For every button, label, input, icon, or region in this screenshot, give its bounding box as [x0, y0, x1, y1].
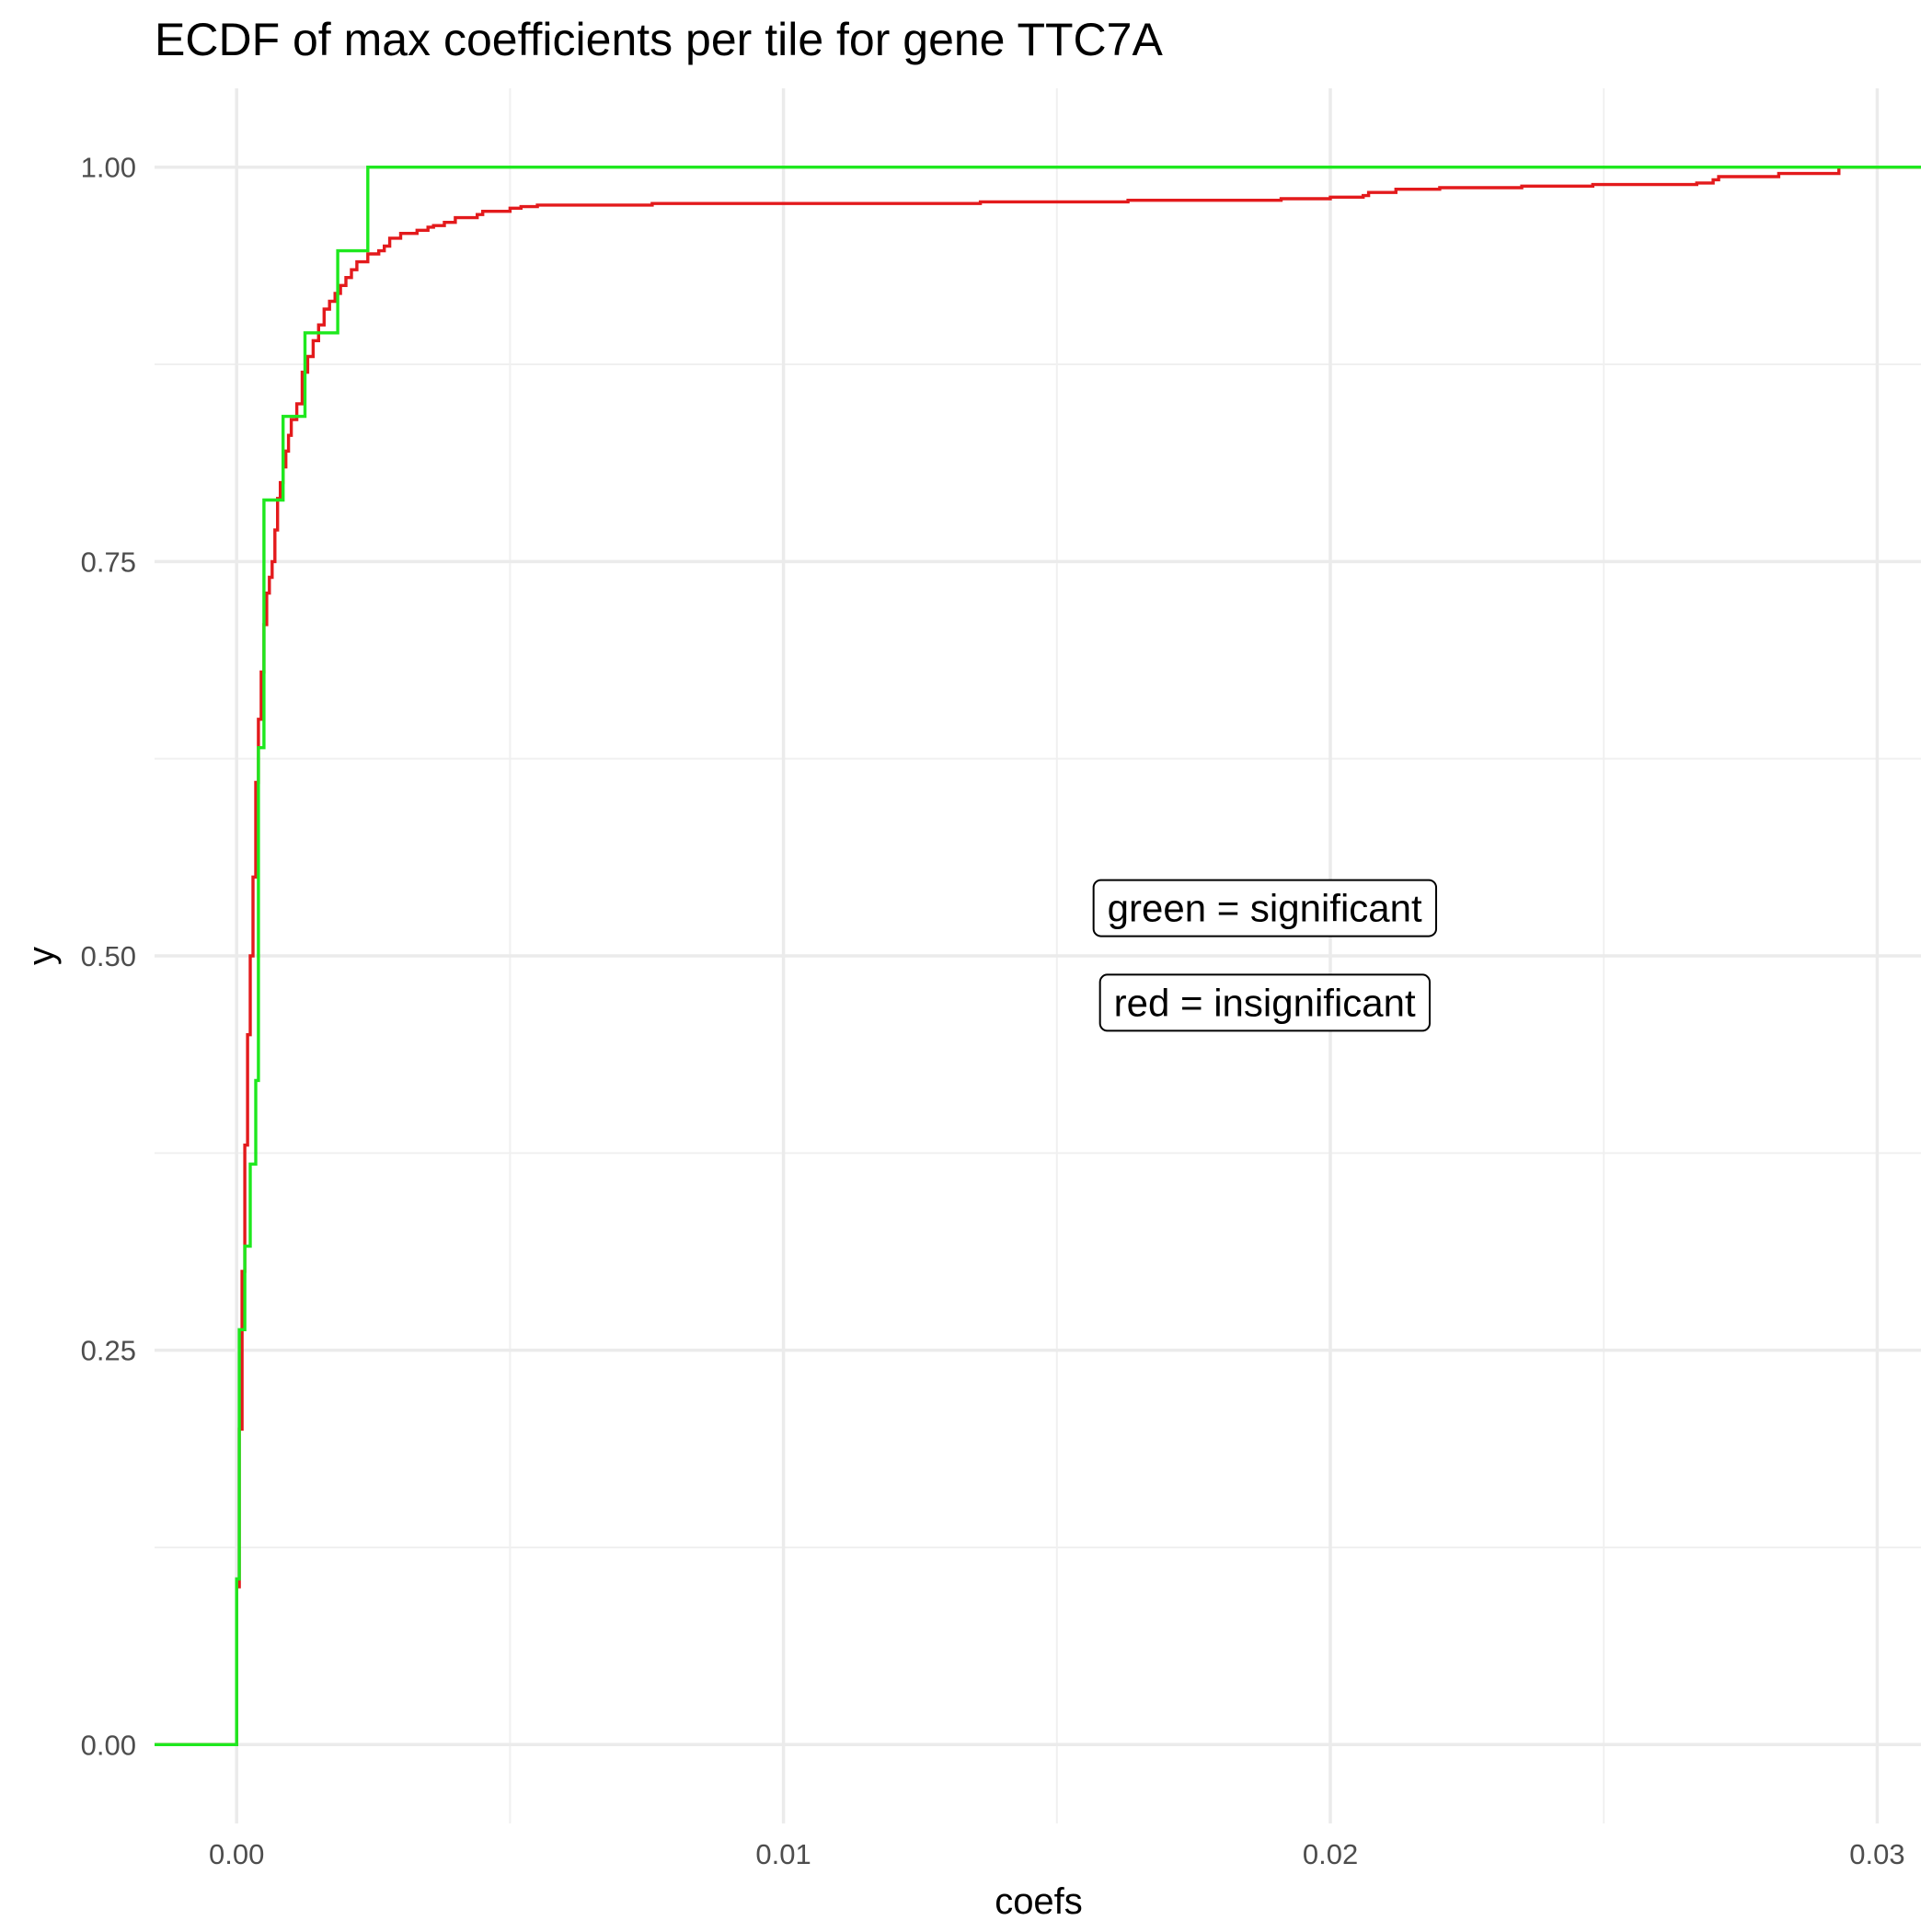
grid-lines: [155, 88, 1921, 1823]
chart-title: ECDF of max coefficients per tile for ge…: [155, 14, 1163, 65]
y-tick-label: 0.00: [81, 1729, 136, 1761]
y-axis-title: y: [21, 947, 62, 965]
x-tick-label: 0.00: [209, 1838, 264, 1870]
x-tick-label: 0.03: [1849, 1838, 1904, 1870]
annotation-box: [1092, 879, 1438, 937]
y-tick-label: 0.25: [81, 1335, 136, 1367]
y-axis-ticks: 0.00 0.25 0.50 0.75 1.00: [81, 152, 136, 1762]
x-axis-ticks: 0.00 0.01 0.02 0.03: [209, 1838, 1905, 1870]
x-axis-title: coefs: [995, 1881, 1083, 1922]
annotation-box: [1098, 973, 1432, 1032]
y-tick-label: 0.75: [81, 546, 136, 578]
annotation-insignificant: red = insignificant: [1098, 973, 1432, 1032]
annotation-label: red = insignificant: [1114, 981, 1416, 1024]
y-tick-label: 1.00: [81, 152, 136, 184]
annotation-significant: green = significant: [1092, 879, 1438, 937]
x-tick-label: 0.01: [755, 1838, 811, 1870]
ecdf-series: [155, 166, 1921, 1746]
annotations: green = significant red = insignificant: [1092, 879, 1438, 1032]
annotation-label: green = significant: [1108, 887, 1422, 930]
significant-ecdf-line: [155, 166, 1921, 1746]
x-tick-label: 0.02: [1303, 1838, 1358, 1870]
y-tick-label: 0.50: [81, 940, 136, 972]
